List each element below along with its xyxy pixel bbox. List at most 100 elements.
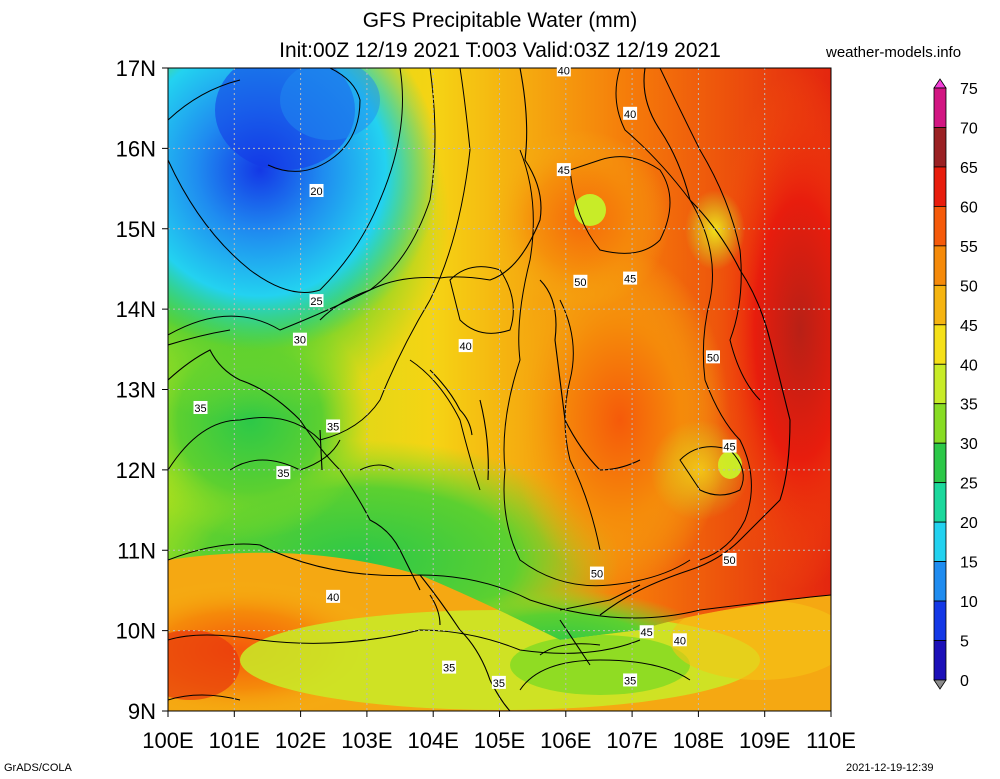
contour-label-box xyxy=(309,183,324,197)
contour-label: 35 xyxy=(193,400,208,415)
contour-label-box xyxy=(623,106,638,120)
colorbar-label: 10 xyxy=(960,594,978,611)
colorbar-swatch xyxy=(933,640,947,681)
colorbar-label: 55 xyxy=(960,239,978,256)
contour-label: 25 xyxy=(309,294,324,308)
contour-label-text: 35 xyxy=(443,663,455,675)
colorbar-label: 20 xyxy=(960,515,978,532)
contour-label-layer: 40 40 45 20 25 30 40 50 45 50 35 35 35 45 50 50 40 45 40 35… xyxy=(193,63,737,690)
colorbar-swatch xyxy=(933,127,947,168)
contour-label-text: 50 xyxy=(591,569,603,581)
footer-software: GrADS/COLA xyxy=(4,762,72,774)
contour-label-text: 45 xyxy=(641,627,653,639)
contour-lines xyxy=(168,68,831,701)
contour-label-box xyxy=(309,294,324,308)
contour-label-text: 45 xyxy=(723,442,735,454)
colorbar-label: 0 xyxy=(960,673,969,690)
lon-tick-label: 108E xyxy=(673,728,724,753)
contour-label-text: 40 xyxy=(558,65,570,77)
colorbar-label: 70 xyxy=(960,120,978,137)
colorbar-swatch xyxy=(933,600,947,641)
contour-label-text: 30 xyxy=(294,335,306,347)
colorbar-label: 40 xyxy=(960,357,978,374)
contour-label-box xyxy=(556,63,571,77)
contour-label-box xyxy=(672,633,687,647)
colorbar-swatch xyxy=(933,482,947,523)
contour-label-box xyxy=(556,163,571,177)
map-subtitle: Init:00Z 12/19 2021 T:003 Valid:03Z 12/1… xyxy=(279,39,721,62)
contour-label-text: 40 xyxy=(624,109,636,121)
lon-tick-label: 105E xyxy=(474,728,525,753)
lon-tick-label: 100E xyxy=(142,728,193,753)
contour-label: 35 xyxy=(491,675,506,690)
contour-label-box xyxy=(491,675,506,689)
contour-label: 35 xyxy=(442,660,457,675)
colorbar-swatch xyxy=(933,324,947,365)
contour-label-box xyxy=(442,660,457,674)
contour-label-box xyxy=(722,439,737,453)
contour-label: 50 xyxy=(705,350,720,364)
contour-label-box xyxy=(326,589,341,603)
colorbar-swatch xyxy=(933,245,947,286)
contour-label-text: 20 xyxy=(310,186,322,198)
contour-label-text: 35 xyxy=(277,468,289,480)
contour-label-text: 35 xyxy=(194,403,206,415)
coastlines xyxy=(168,68,791,711)
lat-tick-label: 15N xyxy=(116,217,156,242)
contour-label: 45 xyxy=(639,625,654,639)
lat-tick-label: 16N xyxy=(116,136,156,161)
colorbar-label: 60 xyxy=(960,199,978,216)
colorbar-swatch xyxy=(933,166,947,207)
colorbar-label: 25 xyxy=(960,476,978,493)
colorbar-label: 15 xyxy=(960,555,978,572)
contour-label-box xyxy=(573,274,588,288)
contour-label: 35 xyxy=(276,466,291,480)
lat-tick-label: 12N xyxy=(116,458,156,483)
contour-label: 40 xyxy=(623,106,638,121)
contour-label-text: 40 xyxy=(460,341,472,353)
contour-label: 40 xyxy=(326,589,341,604)
colorbar-swatch xyxy=(933,521,947,563)
contour-label-text: 45 xyxy=(624,274,636,286)
contour-label: 35 xyxy=(623,673,638,687)
lon-tick-label: 106E xyxy=(540,728,591,753)
colorbar-swatch xyxy=(933,284,947,326)
contour-label-box xyxy=(623,673,638,687)
colorbar-label: 65 xyxy=(960,160,978,177)
colorbar-top-arrow xyxy=(933,78,947,89)
colorbar-swatch xyxy=(933,442,947,484)
contour-label: 45 xyxy=(623,271,638,286)
lat-tick-label: 11N xyxy=(117,538,156,563)
credit-text: weather-models.info xyxy=(826,44,962,61)
contour-label-text: 35 xyxy=(624,675,636,687)
lat-tick-label: 17N xyxy=(116,56,156,81)
contour-label: 40 xyxy=(458,339,473,353)
colorbar-swatch xyxy=(933,561,947,602)
contour-label-box xyxy=(276,466,291,480)
contour-label-text: 50 xyxy=(707,352,719,364)
colorbar-swatch xyxy=(933,87,947,128)
lon-tick-label: 107E xyxy=(606,728,657,753)
contour-label-box xyxy=(193,400,208,414)
contour-label-text: 50 xyxy=(574,277,586,289)
colorbar-label: 5 xyxy=(960,634,969,651)
contour-label: 45 xyxy=(556,163,571,177)
lat-tick-label: 13N xyxy=(116,378,156,403)
map-title: GFS Precipitable Water (mm) xyxy=(362,9,638,32)
contour-label: 50 xyxy=(722,552,737,567)
contour-label-box xyxy=(326,419,341,433)
lon-tick-label: 103E xyxy=(341,728,392,753)
colorbar-bottom-arrow xyxy=(933,679,947,690)
contour-label-text: 25 xyxy=(310,296,322,308)
contour-label-text: 35 xyxy=(327,421,339,433)
axis-layer: 100E 101E 102E 103E 104E 105E 106E 107E 108E 109E… xyxy=(116,56,856,753)
lat-tick-label: 10N xyxy=(116,619,156,644)
colorbar-label: 50 xyxy=(960,278,978,295)
colorbar-label: 35 xyxy=(960,397,978,414)
contour-label: 50 xyxy=(589,566,604,581)
colorbar-swatch xyxy=(933,363,947,405)
colorbar-swatch xyxy=(933,403,947,444)
contour-label-text: 40 xyxy=(674,635,686,647)
